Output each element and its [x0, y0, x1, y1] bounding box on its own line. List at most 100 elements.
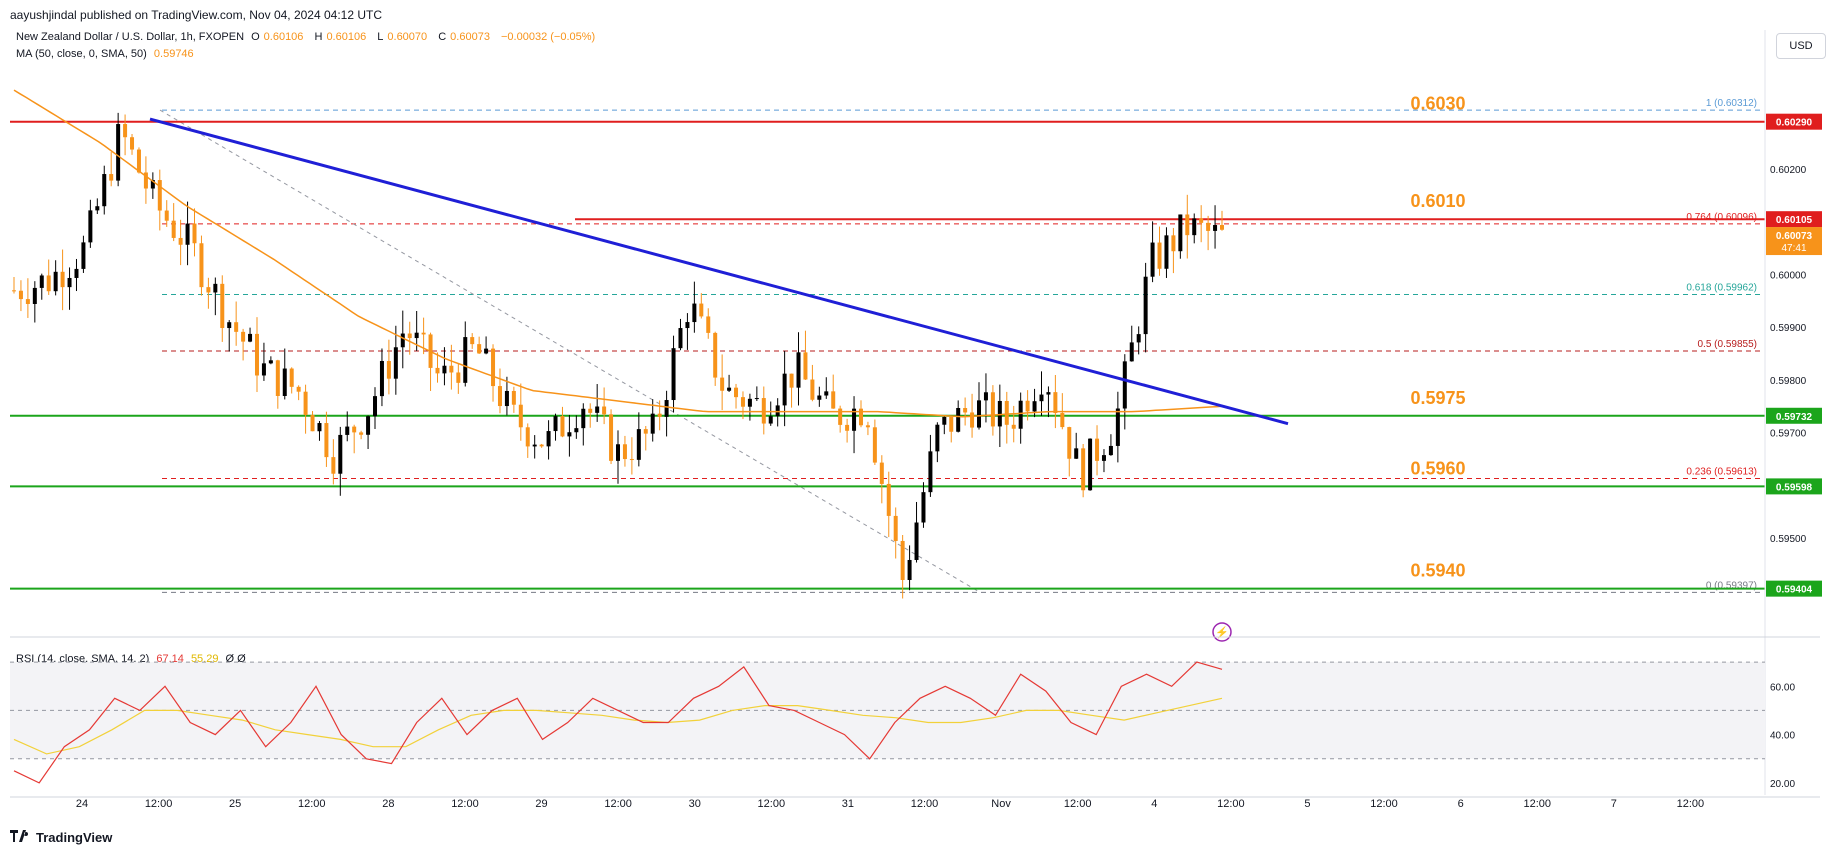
tradingview-logo[interactable]: TradingView [10, 830, 112, 845]
candle-body [872, 427, 877, 463]
key-level-badge [1766, 407, 1822, 424]
candle-body [629, 459, 634, 461]
candle-body [95, 206, 100, 211]
time-tick-label: 5 [1304, 798, 1310, 810]
candle-body [359, 432, 364, 435]
key-level-badge-text: 0.60290 [1776, 118, 1813, 129]
candle-body [60, 271, 65, 288]
flash-marker-glyph: ⚡ [1215, 626, 1229, 639]
key-level-badge-text: 0.59598 [1776, 482, 1813, 493]
low-label: L [377, 31, 384, 43]
time-tick-label: 28 [382, 798, 394, 810]
candle-body [109, 174, 114, 181]
candle-body [1088, 438, 1093, 491]
candle-body [532, 444, 537, 447]
key-level-badge [1766, 580, 1822, 597]
candle-body [706, 316, 711, 333]
candle-body [192, 223, 197, 244]
candle-body [560, 416, 565, 437]
candle-body [525, 427, 530, 447]
key-level-badge-text: 0.60105 [1776, 215, 1813, 226]
time-tick-label: 12:00 [911, 798, 939, 810]
price-tick-label: 0.59800 [1770, 376, 1807, 387]
candle-body [553, 416, 558, 432]
candle-body [900, 540, 905, 580]
candle-body [671, 348, 676, 401]
candle-body [116, 124, 121, 181]
candle-body [220, 283, 225, 329]
high-value: 0.60106 [326, 31, 367, 43]
candle-body [32, 287, 37, 304]
candle-body [935, 424, 940, 452]
candle-body [740, 397, 745, 407]
candle-body [1157, 242, 1162, 269]
candle-body [317, 423, 322, 432]
time-tick-label: 4 [1151, 798, 1157, 810]
candle-body [407, 333, 412, 339]
candle-body [81, 242, 86, 269]
candle-body [942, 416, 947, 425]
candle-body [275, 360, 280, 396]
ma-legend: MA (50, close, 0, SMA, 50) 0.59746 [16, 48, 198, 60]
candle-body [539, 444, 544, 447]
price-tick-label: 0.59500 [1770, 534, 1807, 545]
time-tick-label: 12:00 [145, 798, 173, 810]
candle-body [303, 391, 308, 415]
candle-body [567, 432, 572, 437]
ohlc-close: C 0.60073 [438, 31, 494, 43]
candle-body [1011, 424, 1016, 429]
candle-body [838, 408, 843, 425]
low-value: 0.60070 [387, 31, 428, 43]
candle-body [622, 444, 627, 460]
candle-body [845, 424, 850, 431]
candle-body [143, 172, 148, 189]
candle-body [831, 391, 836, 409]
candle-body [886, 483, 891, 516]
candle-body [442, 365, 447, 374]
candle-body [366, 416, 371, 435]
key-level-label: 0.5975 [1410, 388, 1465, 408]
candle-body [46, 275, 51, 292]
candle-body [88, 210, 93, 243]
candle-body [164, 210, 169, 221]
time-tick-label: 12:00 [604, 798, 632, 810]
candle-body [178, 237, 183, 245]
candle-body [803, 352, 808, 380]
candle-body [352, 426, 357, 433]
candle-body [491, 348, 496, 387]
candle-body [338, 434, 343, 474]
candle-body [928, 451, 933, 493]
high-label: H [314, 31, 323, 43]
candle-body [657, 413, 662, 417]
candle-body [25, 299, 30, 304]
time-tick-label: 7 [1611, 798, 1617, 810]
candle-body [324, 423, 329, 458]
time-tick-label: 12:00 [1523, 798, 1551, 810]
candle-body [990, 392, 995, 427]
price-tick-label: 0.60200 [1770, 165, 1807, 176]
rsi-tick-label: 20.00 [1770, 779, 1795, 790]
candle-body [123, 124, 128, 138]
key-level-badge [1766, 113, 1822, 130]
candle-body [463, 337, 468, 383]
candle-body [1199, 218, 1204, 223]
candle-body [1025, 400, 1030, 412]
time-tick-label: 6 [1458, 798, 1464, 810]
candle-body [1053, 392, 1058, 414]
candle-body [782, 373, 787, 406]
key-level-label: 0.6010 [1410, 191, 1465, 211]
candle-body [421, 332, 426, 335]
rsi-sma-line [13, 697, 1223, 755]
time-tick-label: 31 [842, 798, 854, 810]
candle-body [602, 406, 607, 415]
candle-body [817, 395, 822, 400]
candle-body [616, 444, 620, 461]
currency-button[interactable]: USD [1776, 33, 1826, 59]
time-tick-label: Nov [991, 798, 1011, 810]
price-tick-label: 0.59900 [1770, 323, 1807, 334]
candle-body [213, 283, 218, 293]
candle-body [1081, 448, 1086, 491]
candle-body [796, 352, 801, 388]
key-level-label: 0.5940 [1410, 561, 1465, 581]
